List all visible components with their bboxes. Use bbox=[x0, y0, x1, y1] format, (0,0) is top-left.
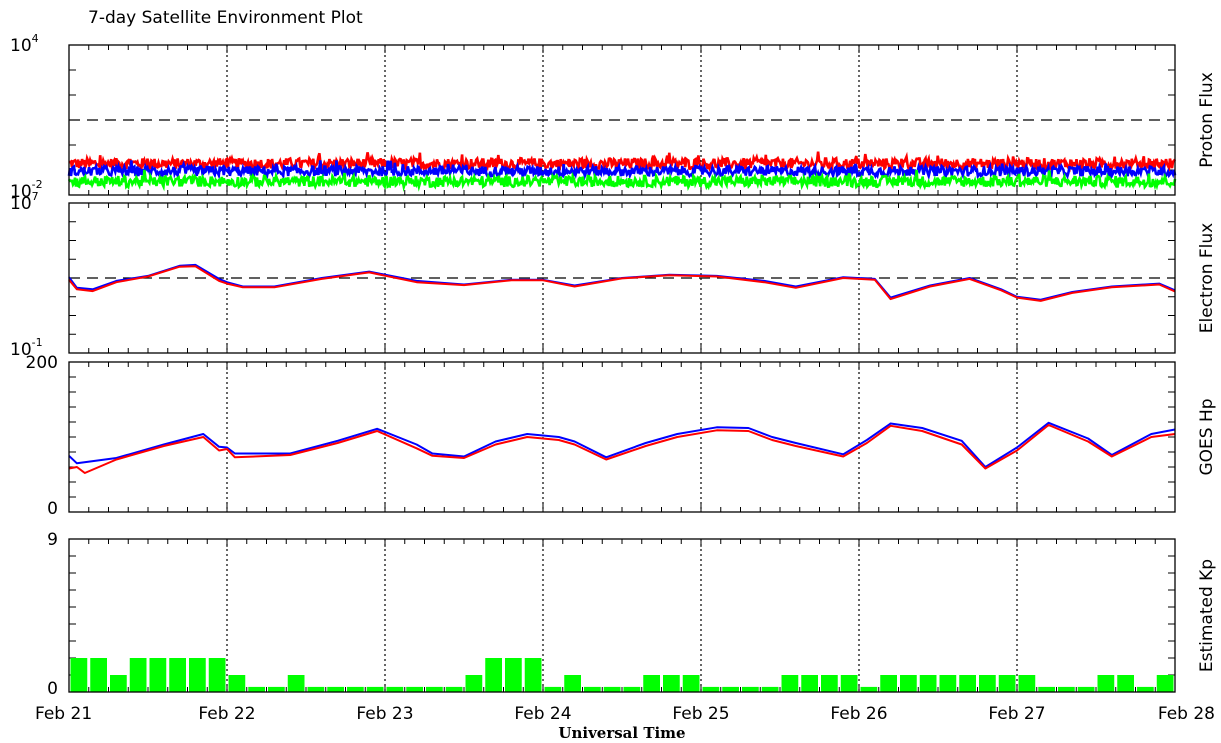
panel-hp: 200 0 GOES Hp bbox=[26, 353, 1217, 519]
x-tick-label: Feb 26 bbox=[830, 704, 887, 724]
kp-bar bbox=[485, 658, 502, 692]
kp-bar bbox=[366, 686, 384, 692]
kp-bar bbox=[505, 658, 522, 692]
kp-bar bbox=[327, 686, 344, 692]
kp-bar bbox=[860, 686, 878, 692]
panel-frame bbox=[68, 202, 1176, 354]
kp-bar bbox=[287, 675, 305, 692]
kp-bar bbox=[742, 686, 759, 692]
panel-frame bbox=[68, 361, 1176, 513]
y-tick-exponent: -2 bbox=[32, 178, 43, 191]
kp-bar bbox=[840, 675, 858, 692]
kp-bar bbox=[426, 686, 443, 692]
kp-bar bbox=[307, 686, 325, 692]
kp-bar bbox=[623, 686, 641, 692]
kp-bar bbox=[1156, 675, 1174, 692]
y-tick-exponent: 7 bbox=[32, 190, 39, 203]
kp-bar bbox=[189, 658, 206, 692]
y-axis-label-kp: Estimated Kp bbox=[1197, 559, 1217, 672]
kp-bar bbox=[169, 658, 186, 692]
kp-bar bbox=[643, 675, 660, 692]
kp-bar bbox=[268, 686, 285, 692]
x-tick-label: Feb 24 bbox=[514, 704, 571, 724]
kp-bar bbox=[781, 675, 799, 692]
kp-bar bbox=[880, 675, 897, 692]
kp-bar bbox=[347, 686, 364, 692]
proton-series-line bbox=[67, 169, 1177, 192]
kp-bar bbox=[1097, 675, 1115, 692]
y-tick-label-top: 9 bbox=[47, 530, 58, 550]
x-tick-label: Feb 22 bbox=[198, 704, 255, 724]
panel-kp: 9 0 Estimated Kp bbox=[47, 530, 1217, 699]
panel-frame bbox=[68, 538, 1176, 693]
hp-series-line bbox=[68, 421, 1176, 468]
y-tick-label-top: 104 bbox=[10, 32, 39, 56]
hp-series-line bbox=[68, 424, 1176, 474]
kp-bar bbox=[939, 675, 957, 692]
kp-bar bbox=[603, 686, 621, 692]
x-tick-label: Feb 27 bbox=[988, 704, 1045, 724]
y-tick-label-bottom: 0 bbox=[47, 679, 58, 699]
kp-bar bbox=[682, 675, 700, 692]
kp-bar bbox=[70, 658, 88, 692]
kp-bar bbox=[149, 658, 167, 692]
kp-bar bbox=[919, 675, 937, 692]
y-tick-label-top: 200 bbox=[26, 353, 58, 373]
kp-bar bbox=[1077, 686, 1095, 692]
kp-bar bbox=[386, 686, 404, 692]
kp-bar bbox=[900, 675, 917, 692]
y-axis-label-electron: Electron Flux bbox=[1197, 223, 1217, 333]
kp-bar bbox=[959, 675, 976, 692]
kp-bar bbox=[722, 686, 739, 692]
electron-series-line bbox=[68, 265, 1176, 302]
kp-bar bbox=[998, 675, 1016, 692]
x-axis-label: Universal Time bbox=[558, 724, 685, 742]
kp-bar bbox=[801, 675, 818, 692]
x-tick-label: Feb 25 bbox=[672, 704, 729, 724]
kp-bar bbox=[663, 675, 680, 692]
kp-bar bbox=[248, 686, 265, 692]
kp-bar bbox=[524, 658, 542, 692]
kp-bar bbox=[1117, 675, 1134, 692]
kp-bar bbox=[445, 686, 463, 692]
y-tick-exponent: -1 bbox=[32, 336, 43, 349]
x-tick-labels: Feb 21 Feb 22 Feb 23 Feb 24 Feb 25 Feb 26 Feb … bbox=[35, 704, 1215, 724]
kp-bar bbox=[1038, 686, 1055, 692]
y-tick-label-top: 107 bbox=[10, 190, 39, 214]
y-axis-label-hp: GOES Hp bbox=[1197, 398, 1217, 475]
kp-bar bbox=[1058, 686, 1075, 692]
kp-bar bbox=[208, 658, 226, 692]
kp-bar bbox=[90, 658, 107, 692]
panel-frame bbox=[68, 44, 1176, 196]
x-tick-label: Feb 28 bbox=[1158, 704, 1215, 724]
kp-bar bbox=[544, 686, 562, 692]
y-tick-exponent: 4 bbox=[32, 32, 39, 45]
kp-bar bbox=[761, 686, 779, 692]
y-tick-label-bottom: 0 bbox=[47, 499, 58, 519]
kp-bar bbox=[110, 675, 127, 692]
kp-bar bbox=[821, 675, 838, 692]
chart-title: 7-day Satellite Environment Plot bbox=[88, 8, 363, 28]
kp-bar bbox=[1018, 675, 1036, 692]
x-tick-label: Feb 21 bbox=[35, 704, 92, 724]
kp-bar bbox=[228, 675, 246, 692]
kp-bar bbox=[1137, 686, 1154, 692]
x-tick-label: Feb 23 bbox=[356, 704, 413, 724]
kp-bar bbox=[584, 686, 601, 692]
kp-bar bbox=[564, 675, 581, 692]
kp-bar bbox=[979, 675, 996, 692]
y-axis-label-proton: Proton Flux bbox=[1197, 72, 1217, 168]
kp-bar bbox=[465, 675, 483, 692]
kp-bar bbox=[702, 686, 720, 692]
kp-bar bbox=[129, 658, 147, 692]
kp-bar bbox=[406, 686, 423, 692]
proton-series-line bbox=[67, 160, 1177, 181]
